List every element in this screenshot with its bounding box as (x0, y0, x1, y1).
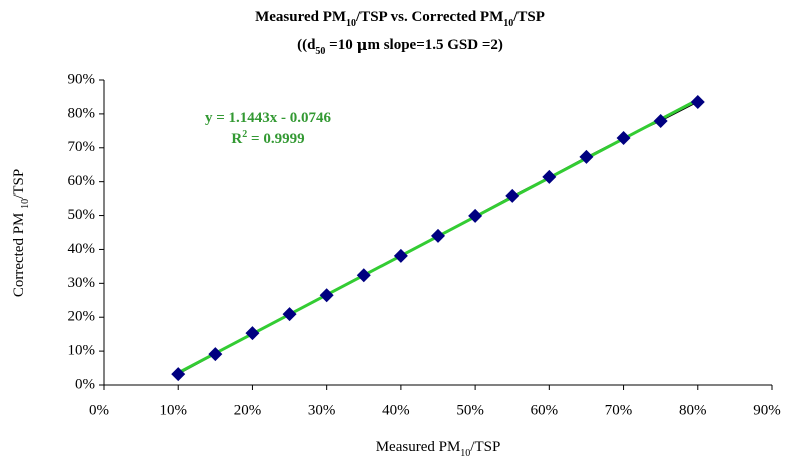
x-tick-label: 90% (753, 402, 781, 418)
x-tick-label: 20% (234, 402, 262, 418)
marker (171, 367, 186, 382)
text-part: 10 (346, 18, 356, 29)
text-part: /TSP (512, 9, 545, 25)
marker (319, 288, 334, 303)
text-part: 10 (20, 199, 31, 209)
r-squared: R2 = 0.9999 (231, 129, 304, 148)
text-part: 2 (242, 129, 247, 140)
text-part: y = 1.1443x - 0.0746 (205, 110, 332, 126)
x-tick-label: 70% (605, 402, 633, 418)
x-tick-label: 60% (531, 402, 559, 418)
marker (468, 208, 483, 223)
y-tick-label: 10% (68, 343, 96, 359)
text-part: /TSP vs. Corrected PM (355, 9, 503, 25)
y-tick-label: 70% (68, 139, 96, 155)
y-tick-label: 20% (68, 309, 96, 325)
y-tick-label: 60% (68, 173, 96, 189)
marker (579, 149, 594, 164)
marker (356, 268, 371, 283)
text-part: Measured PM (376, 439, 461, 455)
text-part: μ (356, 36, 367, 54)
x-tick-label: 50% (456, 402, 484, 418)
marker (208, 347, 223, 362)
x-tick-label: 40% (382, 402, 410, 418)
text-part: ((d (297, 37, 316, 53)
text-part: Corrected PM (11, 209, 27, 297)
marker (431, 228, 445, 243)
text-part: 10 (503, 18, 513, 29)
x-tick-label: 30% (308, 402, 336, 418)
y-tick-label: 80% (68, 105, 96, 121)
x-tick-label: 0% (89, 402, 109, 418)
text-part: /TSP (470, 439, 500, 455)
marker (282, 307, 297, 322)
text-part: =10 (325, 37, 356, 53)
text-part: 10 (460, 448, 470, 459)
y-tick-label: 30% (68, 275, 96, 291)
x-tick-label: 10% (159, 402, 187, 418)
text-part: m slope=1.5 GSD =2) (367, 37, 502, 53)
text-part: R (231, 131, 242, 147)
y-tick-label: 40% (68, 241, 96, 257)
marker (245, 326, 260, 341)
trend-equation: y = 1.1443x - 0.0746 (205, 110, 332, 126)
text-part: = 0.9999 (247, 131, 304, 147)
text-part: Measured PM (255, 9, 346, 25)
chart-title: Measured PM10/TSP vs. Corrected PM10/TSP (255, 9, 545, 28)
chart-subtitle: ((d50 =10 μm slope=1.5 GSD =2) (297, 36, 503, 57)
text-part: 50 (315, 46, 325, 57)
marker (505, 188, 520, 203)
marker (542, 169, 557, 184)
text-part: /TSP (11, 169, 27, 199)
marker (653, 114, 668, 129)
x-tick-label: 80% (679, 402, 707, 418)
x-axis-label: Measured PM10/TSP (376, 439, 501, 458)
y-tick-label: 0% (75, 376, 95, 392)
marker (616, 130, 631, 145)
y-tick-label: 90% (68, 71, 96, 87)
marker (393, 248, 408, 263)
marker (690, 95, 705, 110)
y-axis-label: Corrected PM 10/TSP (11, 169, 30, 297)
y-tick-label: 50% (68, 207, 96, 223)
